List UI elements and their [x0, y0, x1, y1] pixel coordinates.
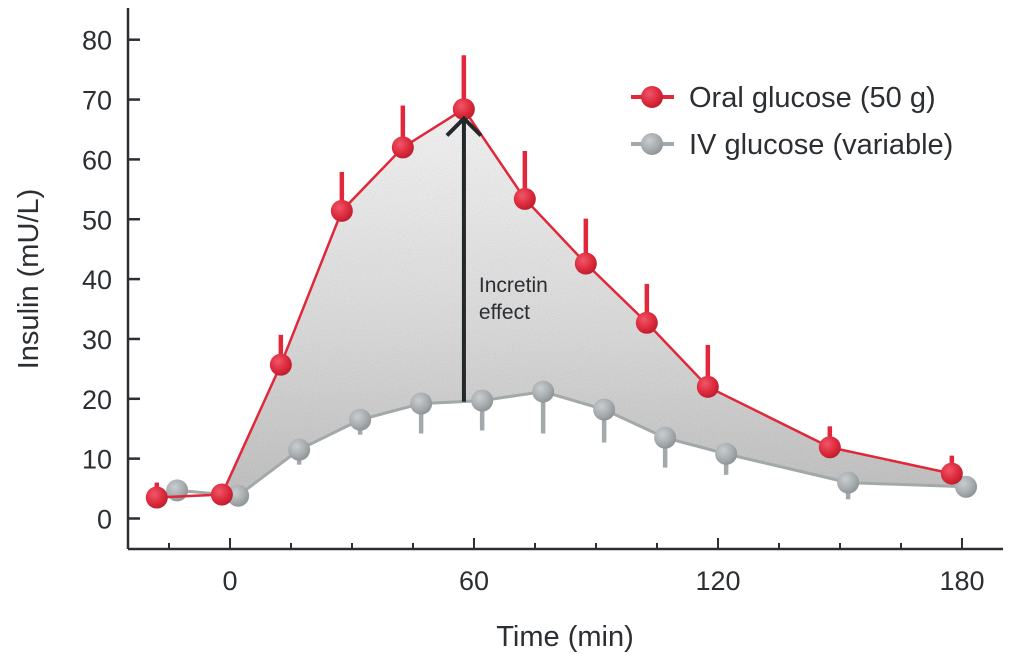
- data-point: [696, 375, 719, 398]
- data-point: [349, 408, 372, 431]
- data-point: [269, 353, 292, 376]
- series-iv-glucose: [166, 380, 978, 507]
- incretin-area-layer: [221, 109, 967, 496]
- series-line: [177, 390, 967, 498]
- y-tick-label: 50: [82, 205, 112, 235]
- data-point: [593, 398, 616, 421]
- legend-item-oral-glucose: Oral glucose (50 g): [631, 82, 936, 114]
- data-point: [532, 380, 555, 403]
- data-point: [635, 311, 658, 334]
- y-tick-label: 80: [82, 26, 112, 56]
- x-axis-title: Time (min): [496, 621, 633, 653]
- incretin-effect-area: [221, 109, 967, 496]
- legend-item-iv-glucose: IV glucose (variable): [631, 129, 953, 161]
- incretin-arrow-head: [445, 115, 483, 137]
- data-point: [955, 475, 978, 498]
- annotation-layer: Incretin effect: [445, 115, 548, 402]
- y-tick-label: 60: [82, 145, 112, 175]
- data-point: [715, 442, 738, 465]
- axes-layer: 0 10 20 30 40 50 60 70 80 0 60 120 180 Time (min) Insu…: [13, 8, 1003, 653]
- y-axis-title: Insulin (mU/L): [13, 189, 45, 370]
- x-tick-label: 60: [459, 566, 489, 596]
- series-line: [156, 107, 953, 499]
- data-point: [410, 392, 433, 415]
- data-point: [288, 438, 311, 461]
- y-tick-label: 10: [82, 445, 112, 475]
- data-point: [818, 436, 841, 459]
- data-point: [330, 199, 353, 222]
- incretin-effect-label: Incretin: [479, 274, 548, 297]
- data-point: [513, 187, 536, 210]
- y-tick-label: 40: [82, 265, 112, 295]
- legend-marker-swatch: [641, 133, 663, 155]
- data-point: [471, 389, 494, 412]
- incretin-effect-label: effect: [479, 301, 530, 324]
- x-tick-label: 120: [695, 566, 740, 596]
- data-point: [940, 462, 963, 485]
- x-tick-label: 0: [222, 566, 237, 596]
- data-point: [210, 483, 233, 506]
- data-point: [574, 252, 597, 275]
- data-point: [391, 136, 414, 159]
- data-point: [654, 426, 677, 449]
- data-point: [837, 471, 860, 494]
- series-oral-glucose: [145, 55, 963, 509]
- x-tick-label: 180: [939, 566, 984, 596]
- y-tick-label: 0: [97, 505, 112, 535]
- y-tick-label: 70: [82, 86, 112, 116]
- data-point: [452, 98, 475, 121]
- legend-marker-swatch: [641, 86, 663, 108]
- legend: Oral glucose (50 g) IV glucose (variable): [631, 82, 953, 161]
- data-point: [145, 486, 168, 509]
- series-layer: [145, 55, 978, 509]
- y-tick-label: 30: [82, 325, 112, 355]
- legend-label: IV glucose (variable): [689, 129, 953, 161]
- data-point: [227, 484, 250, 507]
- legend-label: Oral glucose (50 g): [689, 82, 936, 114]
- y-tick-label: 20: [82, 385, 112, 415]
